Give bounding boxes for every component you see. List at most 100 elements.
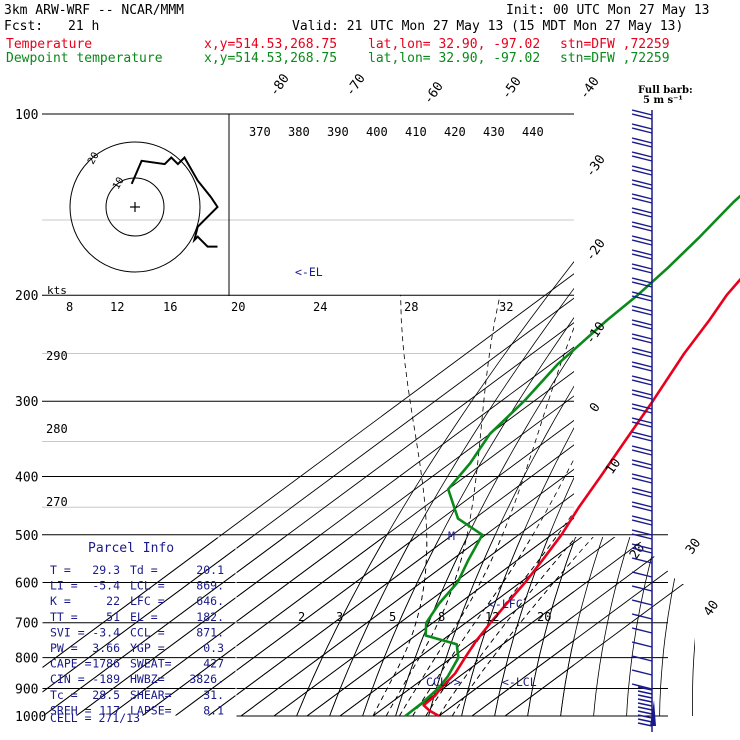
dry-adiabat bbox=[691, 537, 695, 716]
wind-barb bbox=[631, 109, 653, 116]
moist-adiabat bbox=[425, 511, 574, 716]
wind-barb bbox=[631, 379, 653, 386]
wind-barb bbox=[631, 225, 653, 232]
parcel-info-field: SWEAT= bbox=[130, 657, 172, 671]
wind-barb bbox=[631, 277, 653, 284]
wind-barb bbox=[631, 337, 653, 344]
wind-barb bbox=[631, 123, 653, 130]
parcel-info-field: K = bbox=[50, 594, 71, 608]
hodograph-ring bbox=[69, 141, 201, 273]
wind-barb bbox=[631, 183, 653, 190]
isotherm-label: 30 bbox=[683, 536, 704, 557]
isotherm-line bbox=[174, 537, 695, 716]
dry-adiabat bbox=[560, 537, 695, 716]
isotherm-label: -60 bbox=[421, 79, 447, 107]
pressure-tick-label: 100 bbox=[15, 108, 38, 123]
wind-barb bbox=[631, 421, 653, 428]
parcel-info-field: YGP = bbox=[130, 641, 165, 655]
mixing-ratio-label: 8 bbox=[66, 300, 73, 314]
wind-barb bbox=[631, 435, 653, 442]
wind-barb bbox=[631, 291, 653, 298]
dry-adiabat bbox=[395, 349, 574, 716]
wind-barb bbox=[631, 281, 653, 288]
wind-barb bbox=[631, 515, 653, 522]
isotherm-label: -30 bbox=[583, 152, 609, 180]
hodograph-ring-label: 10 bbox=[111, 176, 127, 192]
isotherm-line bbox=[42, 537, 695, 716]
wind-barb bbox=[637, 706, 653, 711]
lcl-marker: <-LCL bbox=[502, 675, 537, 689]
dry-adiabat bbox=[329, 537, 695, 716]
wind-barb bbox=[631, 683, 653, 690]
parcel-info-field: 20.1 bbox=[196, 563, 224, 577]
parcel-info-field: 28.5 bbox=[92, 688, 120, 702]
parcel-info-field: 427 bbox=[203, 657, 224, 671]
dry-adiabat bbox=[362, 316, 574, 716]
wind-barb bbox=[631, 389, 653, 396]
theta-label: 400 bbox=[366, 125, 388, 139]
wind-barb bbox=[631, 487, 653, 494]
dry-adiabat bbox=[560, 636, 574, 716]
wind-barb bbox=[631, 529, 653, 536]
mixing-marker: M bbox=[448, 529, 455, 543]
parcel-info-title: Parcel Info bbox=[88, 541, 174, 556]
temperature-station: stn=DFW ,72259 bbox=[560, 37, 670, 52]
wind-barb bbox=[631, 137, 653, 144]
wind-barb bbox=[631, 179, 653, 186]
dry-adiabat bbox=[494, 476, 574, 716]
theta-label: 290 bbox=[46, 349, 68, 363]
isotherm-label: 40 bbox=[701, 598, 722, 619]
mixing-ratio-label: 20 bbox=[231, 300, 245, 314]
wind-barb bbox=[631, 249, 653, 256]
valid-time: Valid: 21 UTC Mon 27 May 13 (15 MDT Mon … bbox=[292, 19, 684, 34]
wind-barb bbox=[631, 445, 653, 452]
mixing-ratio-label: 12 bbox=[485, 610, 499, 624]
parcel-info-field: CCL = bbox=[130, 625, 165, 639]
parcel-info-field: T = bbox=[50, 563, 71, 577]
theta-label: 440 bbox=[522, 125, 544, 139]
parcel-info-field: 0.3 bbox=[203, 641, 224, 655]
wind-barb bbox=[631, 197, 653, 204]
parcel-info-rows: T = 29.3 Td = 20.1 LI = -5.4 LCL = 869. K = 22 LFC… bbox=[50, 563, 224, 717]
isotherm-line bbox=[207, 537, 695, 716]
wind-barb bbox=[631, 519, 653, 526]
wind-barb bbox=[631, 473, 653, 480]
isotherm-line bbox=[405, 537, 695, 716]
isotherm-line bbox=[306, 517, 574, 716]
theta-label: 270 bbox=[46, 495, 68, 509]
moist-adiabat bbox=[451, 558, 574, 716]
parcel-info-field: 8.1 bbox=[203, 703, 224, 717]
isotherm-line bbox=[207, 444, 574, 716]
pressure-tick-label: 1000 bbox=[15, 710, 46, 725]
isotherm-label: 10 bbox=[603, 456, 624, 477]
wind-barb bbox=[631, 267, 653, 274]
temperature-legend: Temperature bbox=[6, 37, 93, 52]
parcel-info-field: 646. bbox=[196, 594, 224, 608]
parcel-info-field: 869. bbox=[196, 579, 224, 593]
theta-label: 280 bbox=[46, 422, 68, 436]
parcel-info-field: CIN = bbox=[50, 672, 85, 686]
isotherm-line bbox=[306, 537, 695, 716]
theta-label: 430 bbox=[483, 125, 505, 139]
wind-barb bbox=[631, 207, 653, 214]
moist-adiabat bbox=[451, 537, 695, 716]
cell-motion: CELL = 271/13 bbox=[50, 711, 140, 725]
wind-barb bbox=[631, 151, 653, 158]
wind-barb bbox=[631, 333, 653, 340]
wind-barb bbox=[631, 319, 653, 326]
isotherm-line bbox=[141, 395, 574, 716]
moist-adiabat bbox=[385, 295, 501, 716]
isotherm-label: 0 bbox=[587, 400, 604, 415]
pressure-tick-label: 200 bbox=[15, 289, 38, 304]
moist-adiabat bbox=[412, 537, 663, 716]
parcel-info-field: 3826. bbox=[189, 672, 224, 686]
isotherm-line bbox=[240, 468, 574, 716]
isotherm-line bbox=[42, 537, 695, 716]
wind-barb-pennant bbox=[650, 700, 656, 726]
dry-adiabat bbox=[428, 385, 574, 716]
wind-barb bbox=[631, 571, 653, 578]
mixing-ratio-label: 2 bbox=[298, 610, 305, 624]
temperature-latlon: lat,lon= 32.90, -97.02 bbox=[368, 37, 541, 52]
wind-barb bbox=[631, 221, 653, 228]
